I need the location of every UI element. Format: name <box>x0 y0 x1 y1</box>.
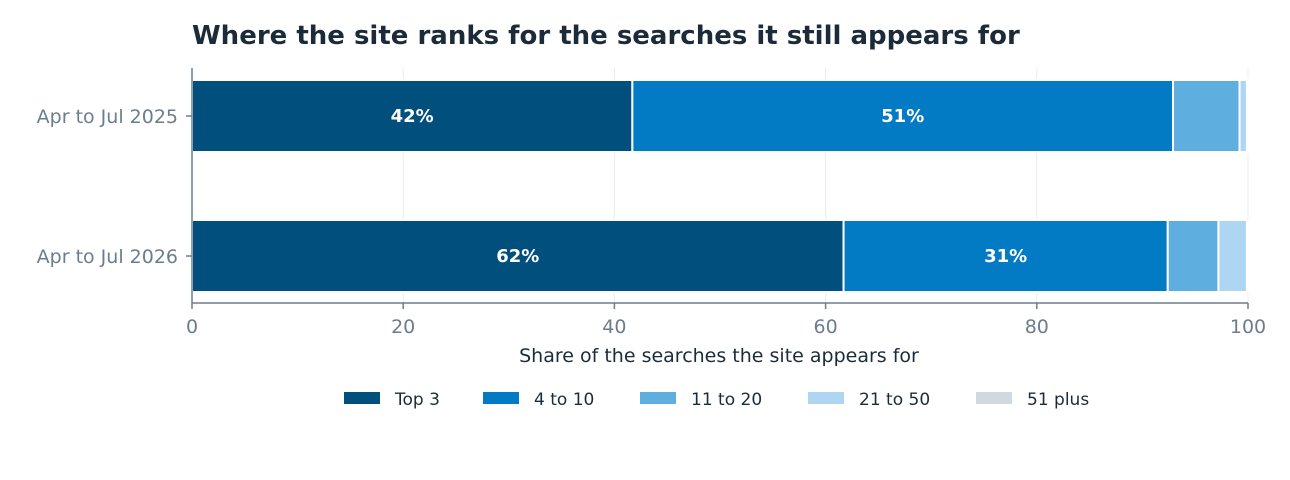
legend-swatch <box>483 392 519 404</box>
x-tick-label: 0 <box>186 316 198 338</box>
legend-label: Top 3 <box>394 390 440 410</box>
bar-segment <box>191 79 634 153</box>
x-tick-label: 40 <box>602 316 626 338</box>
axes <box>191 68 1248 304</box>
bar-segment <box>1245 79 1249 153</box>
legend: Top 3 4 to 10 11 to 20 21 to 50 51 plus <box>344 390 1089 410</box>
data-label: 31% <box>984 246 1027 267</box>
chart-title: Where the site ranks for the searches it… <box>192 21 1020 51</box>
bar-segment <box>1245 219 1249 293</box>
legend-swatch <box>976 392 1012 404</box>
x-tick-label: 20 <box>391 316 415 338</box>
data-label: 42% <box>391 106 434 127</box>
category-label: Apr to Jul 2025 <box>37 106 178 128</box>
legend-label: 4 to 10 <box>534 390 594 410</box>
x-tick-label: 80 <box>1025 316 1049 338</box>
legend-swatch <box>344 392 380 404</box>
legend-label: 21 to 50 <box>859 390 930 410</box>
category-label: Apr to Jul 2026 <box>37 246 178 268</box>
legend-label: 51 plus <box>1027 390 1089 410</box>
x-ticks: 0 20 40 60 80 100 <box>186 303 1266 338</box>
x-axis-label: Share of the searches the site appears f… <box>519 345 919 367</box>
x-tick-label: 60 <box>814 316 838 338</box>
bars: 42% 51% 62% 31% <box>191 79 1249 293</box>
legend-swatch <box>640 392 676 404</box>
bar-segment <box>1166 219 1220 293</box>
data-label: 62% <box>496 246 539 267</box>
legend-swatch <box>808 392 844 404</box>
bar-segment <box>1238 79 1248 153</box>
bar-segment <box>1172 79 1241 153</box>
bar-segment <box>842 219 1169 293</box>
data-label: 51% <box>881 106 924 127</box>
bar-segment <box>1217 219 1248 293</box>
x-tick-label: 100 <box>1230 316 1266 338</box>
legend-label: 11 to 20 <box>691 390 762 410</box>
category-labels: Apr to Jul 2025 Apr to Jul 2026 <box>37 106 192 268</box>
